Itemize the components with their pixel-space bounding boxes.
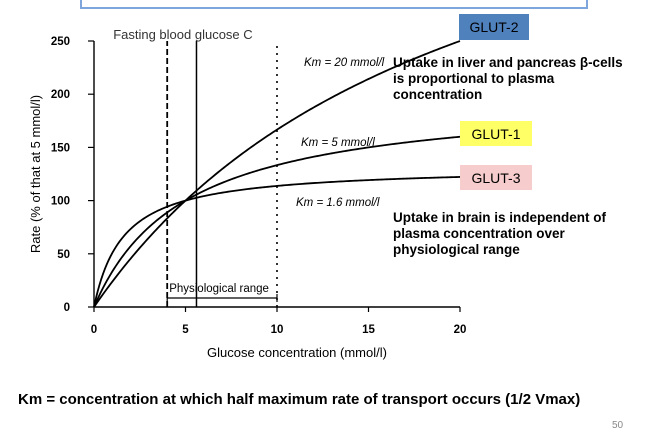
chart-curves	[93, 40, 461, 308]
glut1-tag: GLUT-1	[460, 121, 532, 146]
x-tick-label: 15	[362, 324, 375, 336]
y-tick-label: 150	[51, 142, 70, 154]
km-caption: Km = concentration at which half maximum…	[18, 391, 581, 408]
y-tick-label: 0	[64, 302, 70, 314]
y-tick-label: 200	[51, 89, 70, 101]
series-km-label: Km = 1.6 mmol/l	[296, 197, 380, 209]
x-tick-label: 20	[454, 324, 467, 336]
series-km-label: Km = 20 mmol/l	[304, 57, 385, 69]
x-tick-label: 5	[182, 324, 189, 336]
physiological-range-label: Physiological range	[169, 283, 269, 295]
page-number: 50	[612, 420, 624, 431]
top-frame	[80, 0, 588, 9]
series-curve-glut-3	[93, 176, 461, 308]
glut3-annotation: Uptake in brain is independent of plasma…	[393, 210, 607, 257]
glut2-annotation: Uptake in liver and pancreas β-cells is …	[393, 55, 623, 102]
chart-vertical-lines	[166, 41, 278, 307]
x-axis-title: Glucose concentration (mmol/l)	[207, 345, 387, 360]
y-tick-label: 50	[57, 249, 70, 261]
series-km-label: Km = 5 mmol/l	[301, 137, 375, 149]
fasting-glucose-label: Fasting blood glucose C	[113, 27, 252, 42]
chart-axes: 0 50 100 150 200 250 0 5 10 15 20 Glucose concentra…	[28, 36, 466, 360]
chart-labels: Fasting blood glucose C Physiological ran…	[113, 27, 384, 295]
glut3-tag: GLUT-3	[460, 165, 532, 190]
series-curve-glut-1	[93, 135, 461, 308]
glut2-tag: GLUT-2	[459, 14, 529, 40]
x-tick-label: 10	[271, 324, 284, 336]
series-curve-glut-2	[93, 40, 461, 308]
y-axis-title: Rate (% of that at 5 mmol/l)	[28, 95, 43, 253]
x-tick-label: 0	[91, 324, 97, 336]
y-tick-label: 100	[51, 196, 70, 208]
y-tick-label: 250	[51, 36, 70, 48]
